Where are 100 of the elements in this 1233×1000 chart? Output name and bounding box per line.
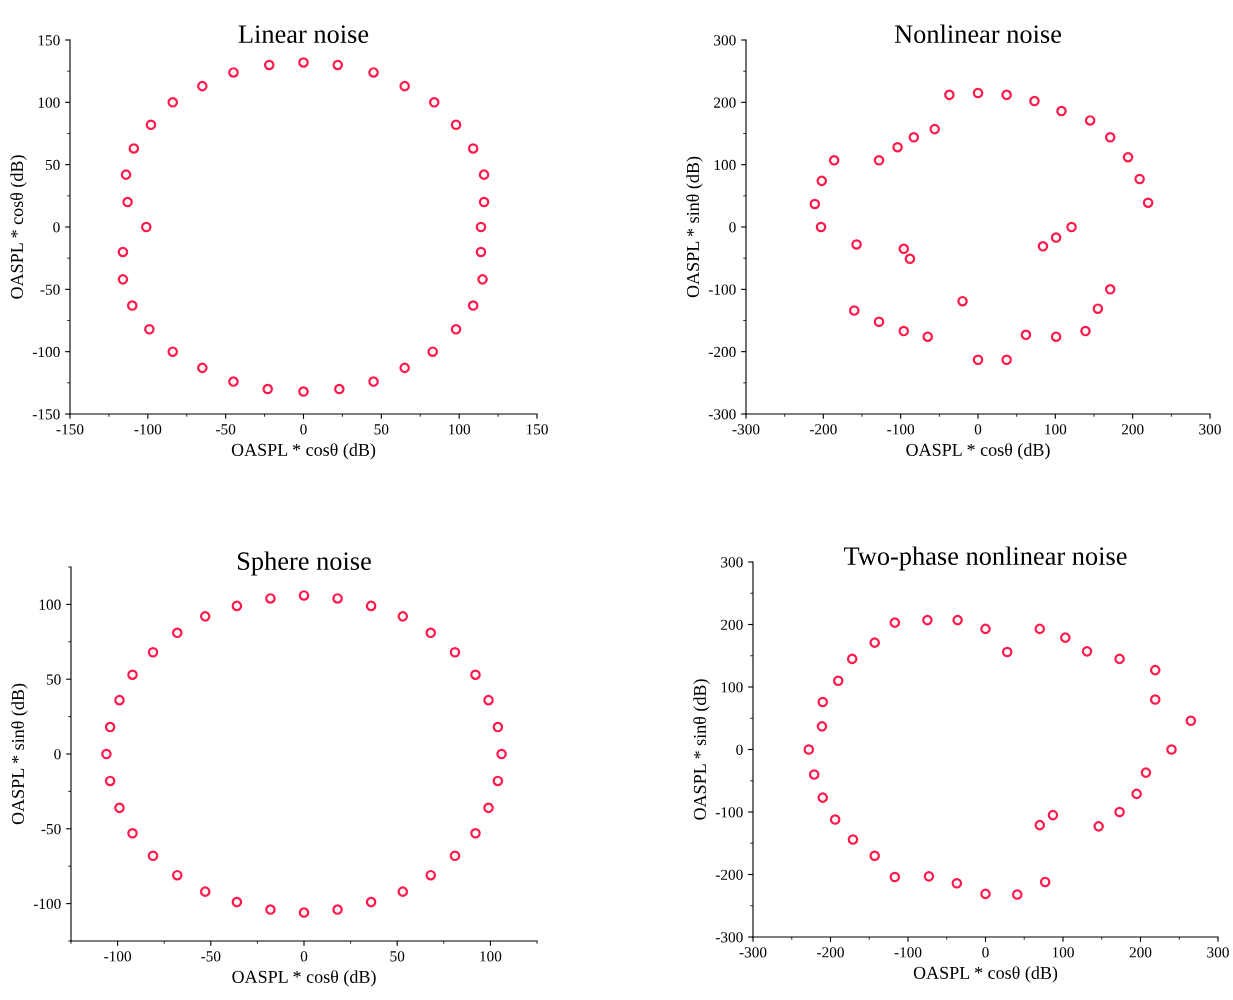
- point: [450, 323, 462, 335]
- point: [1122, 151, 1134, 163]
- point: [167, 97, 179, 108]
- point: [952, 614, 963, 626]
- y-tick-label: 200: [714, 97, 736, 108]
- point: [816, 721, 828, 732]
- point: [397, 886, 409, 897]
- point: [298, 590, 310, 601]
- point: [1092, 303, 1104, 314]
- point: [197, 362, 208, 374]
- point: [101, 748, 112, 760]
- y-axis-title: OASPL * sinθ (dB): [686, 156, 703, 298]
- point: [1001, 89, 1012, 101]
- y-tick-label: 200: [721, 619, 743, 630]
- x-axis-title: OASPL * cosθ (dB): [906, 443, 1050, 460]
- point: [1037, 241, 1049, 252]
- point: [478, 169, 490, 180]
- x-axis-title: OASPL * cosθ (dB): [231, 443, 376, 460]
- point: [922, 331, 934, 342]
- y-tick-label: 300: [714, 35, 736, 46]
- point: [332, 904, 343, 915]
- point: [1039, 876, 1051, 888]
- point: [803, 744, 815, 755]
- point: [262, 383, 273, 395]
- point: [231, 896, 243, 908]
- point: [808, 769, 820, 780]
- point: [167, 346, 179, 357]
- point: [449, 647, 461, 658]
- point: [869, 850, 880, 862]
- y-tick-label: -300: [715, 932, 743, 943]
- x-tick-label: -50: [201, 951, 221, 962]
- point: [1084, 115, 1096, 126]
- point: [492, 721, 504, 733]
- point: [869, 637, 880, 648]
- point: [972, 354, 984, 366]
- y-tick-label: 0: [729, 222, 736, 233]
- point: [817, 792, 829, 803]
- point: [477, 274, 488, 285]
- point: [475, 246, 487, 258]
- point: [889, 617, 901, 628]
- point: [265, 593, 276, 604]
- point: [1185, 715, 1197, 727]
- x-tick-label: 300: [1199, 424, 1221, 435]
- point: [368, 67, 379, 78]
- point: [980, 623, 991, 635]
- point: [846, 653, 858, 665]
- chart-title: Linear noise: [238, 25, 369, 44]
- point: [980, 888, 991, 900]
- x-axis-title: OASPL * cosθ (dB): [232, 970, 376, 987]
- x-axis-title: OASPL * cosθ (dB): [913, 966, 1058, 983]
- point: [127, 669, 138, 680]
- point: [496, 748, 507, 760]
- x-tick-label: 200: [1129, 947, 1152, 958]
- point: [117, 246, 129, 258]
- point: [399, 80, 410, 92]
- point: [425, 869, 437, 881]
- point: [1140, 767, 1152, 778]
- point: [1060, 632, 1071, 643]
- point: [428, 97, 440, 108]
- point: [892, 141, 903, 153]
- y-tick-label: 100: [39, 599, 61, 610]
- point: [467, 143, 479, 154]
- point: [470, 828, 481, 839]
- point: [483, 802, 494, 814]
- point: [127, 828, 138, 839]
- point: [365, 600, 377, 612]
- point: [298, 386, 309, 397]
- y-tick-label: 50: [45, 159, 60, 171]
- x-tick-label: -50: [216, 424, 236, 435]
- point: [1131, 788, 1142, 800]
- y-tick-label: 0: [53, 222, 60, 233]
- point: [228, 376, 239, 387]
- x-tick-label: 0: [982, 947, 989, 958]
- point: [492, 775, 504, 787]
- point: [1056, 105, 1067, 117]
- point: [104, 721, 116, 733]
- point: [828, 155, 840, 166]
- point: [114, 802, 125, 814]
- x-tick-label: -100: [134, 424, 162, 435]
- y-tick-label: 300: [721, 557, 743, 568]
- chart-title: Nonlinear noise: [894, 24, 1061, 44]
- point: [298, 57, 309, 68]
- x-tick-label: 100: [1045, 424, 1067, 435]
- x-tick-label: 50: [390, 951, 405, 962]
- point: [1104, 284, 1116, 295]
- y-axis-title: OASPL * cosθ (dB): [10, 155, 27, 299]
- y-tick-label: 50: [46, 674, 61, 685]
- x-tick-label: 200: [1121, 424, 1144, 435]
- point: [122, 196, 133, 208]
- point: [449, 850, 461, 861]
- point: [147, 850, 159, 861]
- y-tick-label: -200: [708, 346, 736, 358]
- point: [1001, 646, 1013, 658]
- y-tick-label: 100: [721, 682, 743, 693]
- point: [231, 600, 243, 612]
- y-tick-label: -100: [708, 284, 736, 295]
- y-tick-label: -200: [715, 869, 743, 880]
- x-tick-label: 0: [300, 424, 307, 435]
- point: [809, 198, 821, 210]
- y-axis-title: OASPL * sinθ (dB): [11, 683, 28, 825]
